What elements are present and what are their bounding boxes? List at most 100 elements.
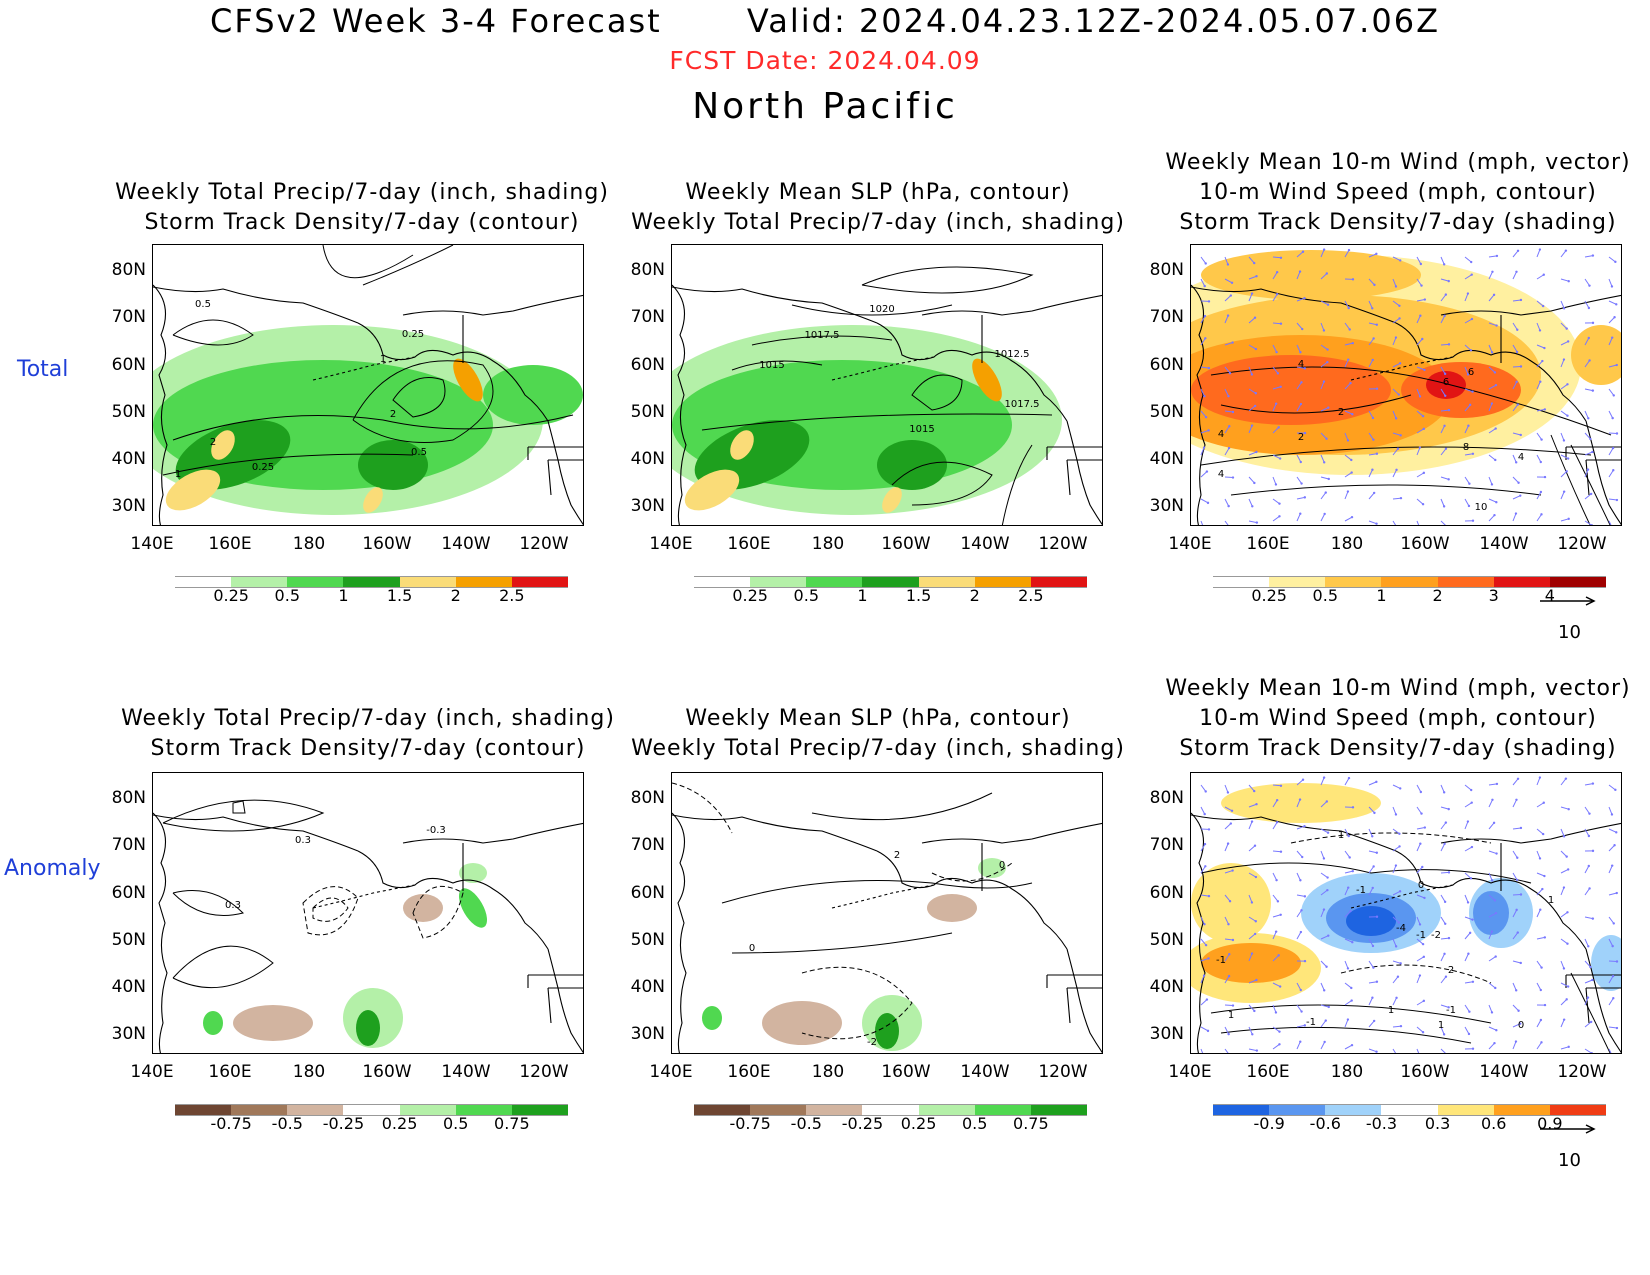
contour-label: 4	[1298, 359, 1304, 370]
lat-tick-label: 60N	[111, 355, 146, 375]
lat-tick-label: 50N	[111, 402, 146, 422]
contour-label: 0	[749, 943, 755, 954]
contour-label: 0.5	[411, 447, 427, 458]
storm-anom-shading	[1591, 935, 1621, 991]
contour-label: 1	[1388, 1005, 1394, 1016]
precip-anom-shading	[459, 888, 487, 928]
colorbar-tick-label: 0.75	[494, 1114, 530, 1133]
colorbar-tick-label: 1	[1376, 586, 1387, 605]
contour-label: 2	[894, 850, 900, 861]
contour-label: 2	[1338, 407, 1344, 418]
colorbar-tick-label: 2	[450, 586, 461, 605]
precip-anom-shading	[356, 1010, 380, 1046]
vector-reference-label: 10	[1558, 622, 1581, 643]
colorbar-segment	[806, 1104, 863, 1116]
colorbar-tick-label: 3	[1488, 586, 1499, 605]
map-slp-anom: 2 0 0 -2	[671, 772, 1103, 1054]
panel-title-precip-anom: Weekly Total Precip/7-day (inch, shading…	[121, 706, 615, 761]
colorbar-tick-label: 0.5	[961, 1114, 988, 1133]
precip-anom-shading	[233, 1005, 313, 1041]
lon-tick-label: 140E	[649, 1062, 693, 1082]
contour-lines	[1200, 862, 1611, 1053]
colorbar-tick-label: -0.75	[210, 1114, 252, 1133]
colorbar-tick-label: 0.3	[1424, 1114, 1451, 1133]
contour-label: -1	[1446, 1005, 1456, 1016]
contour-label: 4	[1218, 429, 1224, 440]
lon-tick-label: 140W	[1479, 1062, 1529, 1082]
colorbar-tick-label: -0.25	[322, 1114, 365, 1133]
storm-anom-shading	[1346, 906, 1396, 936]
colorbar-tick-label: 1.5	[905, 586, 932, 605]
lon-tick-label: 140W	[441, 534, 491, 554]
lat-tick-label: 80N	[630, 260, 665, 280]
colorbar-segment	[231, 1104, 288, 1116]
contour-lines	[672, 782, 1013, 1040]
storm-anom-shading	[1191, 863, 1271, 943]
contour-lines	[1290, 832, 1492, 984]
colorbar-segment	[399, 576, 456, 588]
colorbar-segment	[862, 576, 919, 588]
colorbar-segment	[511, 1104, 568, 1116]
lon-tick-label: 160E	[1246, 1062, 1290, 1082]
colorbar-slp-anom	[694, 1104, 1087, 1116]
colorbar-segment	[455, 1104, 512, 1116]
lon-tick-label: 140E	[1168, 534, 1212, 554]
contour-lines	[302, 885, 464, 939]
lat-tick-label: 40N	[111, 977, 146, 997]
lat-tick-label: 30N	[630, 496, 665, 516]
colorbar-segment	[750, 1104, 807, 1116]
colorbar-tick-label: 0.5	[1312, 586, 1338, 605]
lat-tick-label: 40N	[1149, 977, 1184, 997]
colorbar-segment	[343, 576, 400, 588]
colorbar-tick-label: 2	[969, 586, 980, 605]
contour-label: 1	[380, 354, 386, 365]
colorbar-tick-label: 0.25	[381, 1114, 418, 1133]
lon-tick-label: 160E	[727, 1062, 771, 1082]
lat-tick-label: 50N	[1149, 402, 1184, 422]
precip-shading	[453, 358, 483, 402]
lat-tick-label: 40N	[630, 977, 665, 997]
colorbar-tick-label: 0.25	[900, 1114, 937, 1133]
colorbar-tick-label: 0.25	[213, 586, 249, 605]
contour-label: -1	[1356, 885, 1366, 896]
precip-anom-shading	[459, 863, 487, 883]
contour-label: 0	[1518, 1020, 1524, 1031]
contour-label: 0.3	[295, 835, 311, 846]
lon-tick-label: 160W	[362, 1062, 412, 1082]
contour-label: 1020	[869, 304, 894, 315]
storm-anom-shading	[1473, 891, 1509, 935]
lat-tick-label: 70N	[630, 835, 665, 855]
contour-label: -1	[1416, 930, 1426, 941]
contour-label: -4	[1396, 923, 1406, 934]
colorbar-segment	[455, 576, 512, 588]
colorbar-segment	[1493, 1104, 1550, 1116]
lat-tick-label: 30N	[111, 1024, 146, 1044]
colorbar-segment	[1493, 576, 1550, 588]
lat-tick-label: 40N	[111, 449, 146, 469]
lat-tick-label: 50N	[1149, 930, 1184, 950]
figure-title: CFSv2 Week 3-4 Forecast Valid: 2024.04.2…	[210, 2, 1440, 40]
lat-tick-label: 80N	[1149, 788, 1184, 808]
precip-shading	[730, 430, 754, 460]
colorbar-segment	[511, 576, 568, 588]
contour-label: 0.5	[195, 299, 211, 310]
contour-label: 0.25	[252, 462, 274, 473]
contour-label: 0	[1418, 880, 1424, 891]
lon-tick-label: 120W	[519, 1062, 569, 1082]
colorbar-slp-total	[694, 576, 1087, 588]
colorbar-tick-label: -0.75	[729, 1114, 771, 1133]
map-slp-total: 1020 1017.5 1015 1012.5 1017.5 1015	[671, 244, 1103, 526]
contour-label: 1	[1438, 1020, 1444, 1031]
lon-tick-label: 180	[811, 534, 845, 554]
contour-lines	[701, 266, 1053, 525]
map-precip-total: 0.5 0.25 1 2 0.5 2 0.25 1	[152, 244, 584, 526]
map-canvas: 4 4 6 2 8 4 4 2 6 10	[1191, 248, 1621, 525]
contour-label: -1	[1306, 1017, 1316, 1028]
contour-label: 1	[1338, 830, 1344, 841]
precip-shading	[363, 487, 383, 513]
colorbar-segment	[231, 576, 288, 588]
lon-tick-label: 120W	[519, 534, 569, 554]
lat-tick-label: 60N	[1149, 883, 1184, 903]
lon-tick-label: 140W	[1479, 534, 1529, 554]
lat-tick-label: 30N	[630, 1024, 665, 1044]
